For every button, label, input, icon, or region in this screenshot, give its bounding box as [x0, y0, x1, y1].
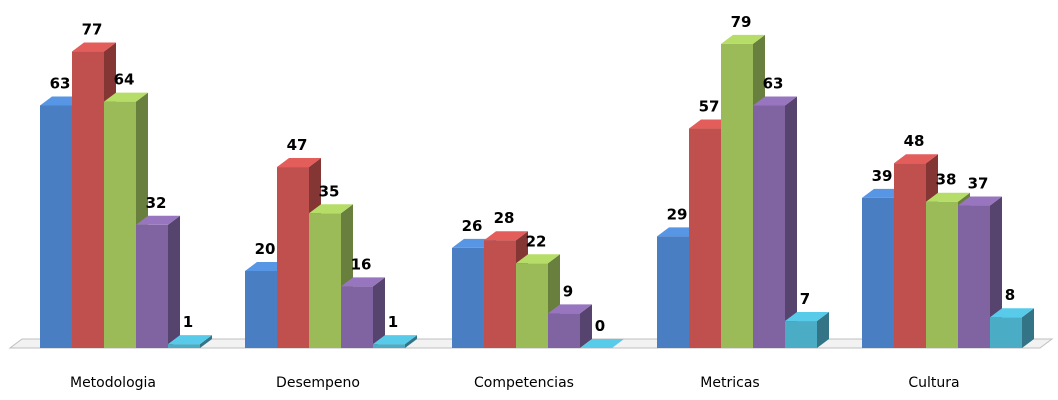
bar-front-face: [548, 313, 580, 348]
bar: [516, 254, 560, 348]
bar-front-face: [104, 101, 136, 348]
bar-front-face: [309, 213, 341, 348]
bar-top-face: [785, 312, 829, 322]
data-label: 64: [114, 71, 135, 89]
bar-side-face: [785, 96, 797, 348]
data-label: 16: [351, 255, 372, 273]
bar: [373, 335, 417, 348]
bar-top-face: [72, 42, 116, 52]
bar-front-face: [689, 128, 721, 348]
bar-top-face: [373, 335, 417, 345]
data-label: 22: [526, 232, 547, 250]
bar-front-face: [958, 205, 990, 348]
bar: [341, 277, 385, 348]
bar: [548, 304, 592, 348]
bar-front-face: [136, 224, 168, 348]
bar-front-face: [894, 163, 926, 348]
bar: [168, 335, 212, 348]
data-labels-layer: 63 77 64 32 1 20 47 35 16 1 26 28 22 9 0 29 57 79 63 7 39 48 3…: [50, 13, 1016, 335]
data-label: 48: [904, 132, 925, 150]
category-label: Desempeno: [276, 375, 360, 391]
bar-top-face: [958, 196, 1002, 206]
bar-top-face: [104, 92, 148, 102]
data-label: 39: [872, 167, 893, 185]
data-label: 20: [255, 240, 276, 258]
data-label: 57: [699, 98, 720, 116]
bar-front-face: [341, 286, 373, 348]
bar: [580, 339, 624, 348]
data-label: 37: [968, 175, 989, 193]
bar-side-face: [817, 312, 829, 348]
data-label: 32: [146, 194, 167, 212]
bar-front-face: [484, 240, 516, 348]
bar-front-face: [72, 51, 104, 349]
bar: [990, 308, 1034, 348]
bar-side-face: [580, 304, 592, 348]
bar-front-face: [168, 344, 200, 348]
bar-side-face: [168, 215, 180, 348]
bar-top-face: [548, 304, 592, 314]
data-label: 28: [494, 209, 515, 227]
bar-side-face: [1022, 308, 1034, 348]
category-labels-layer: Metodologia Desempeno Competencias Metricas…: [70, 375, 960, 391]
bar-top-face: [580, 339, 624, 348]
bar-front-face: [245, 271, 277, 348]
bar-front-face: [753, 105, 785, 348]
bar-top-face: [894, 154, 938, 164]
bar-top-face: [990, 308, 1034, 318]
data-label: 63: [763, 74, 784, 92]
data-label: 38: [936, 171, 957, 189]
bar-front-face: [452, 247, 484, 348]
data-label: 9: [563, 282, 573, 300]
bar-side-face: [373, 277, 385, 348]
bar-top-face: [341, 277, 385, 287]
data-label: 8: [1005, 286, 1015, 304]
bar-front-face: [657, 236, 689, 348]
bar: [753, 96, 797, 348]
bar-side-face: [990, 196, 1002, 348]
bar-top-face: [926, 192, 970, 202]
data-label: 35: [319, 182, 340, 200]
bar-front-face: [373, 344, 405, 348]
bar: [958, 196, 1002, 348]
data-label: 63: [50, 74, 71, 92]
bars-layer: [40, 34, 1034, 349]
data-label: 79: [731, 13, 752, 31]
bar-top-face: [753, 96, 797, 106]
bar-front-face: [926, 201, 958, 348]
bar-front-face: [785, 321, 817, 348]
bar-top-face: [516, 254, 560, 264]
category-label: Metodologia: [70, 375, 156, 391]
category-label: Competencias: [474, 375, 574, 391]
data-label: 7: [800, 290, 810, 308]
category-label: Cultura: [908, 375, 959, 391]
bar-front-face: [277, 167, 309, 348]
bar-top-face: [277, 158, 321, 168]
bar-front-face: [990, 317, 1022, 348]
bar-side-face: [200, 335, 212, 348]
bar-front-face: [862, 197, 894, 348]
bar-top-face: [721, 34, 765, 44]
bar-top-face: [168, 335, 212, 345]
data-label: 0: [595, 317, 605, 335]
bar-top-face: [136, 215, 180, 225]
bar-front-face: [40, 105, 72, 348]
data-label: 1: [183, 313, 193, 331]
data-label: 77: [82, 21, 103, 39]
data-label: 1: [388, 313, 398, 331]
bar: [785, 312, 829, 348]
bar-top-face: [484, 231, 528, 241]
bar-side-face: [405, 335, 417, 348]
bar-front-face: [721, 43, 753, 348]
bar-front-face: [516, 263, 548, 348]
data-label: 26: [462, 217, 483, 235]
data-label: 47: [287, 136, 308, 154]
bar: [136, 215, 180, 348]
data-label: 29: [667, 205, 688, 223]
category-label: Metricas: [700, 375, 759, 391]
bar-top-face: [309, 204, 353, 214]
